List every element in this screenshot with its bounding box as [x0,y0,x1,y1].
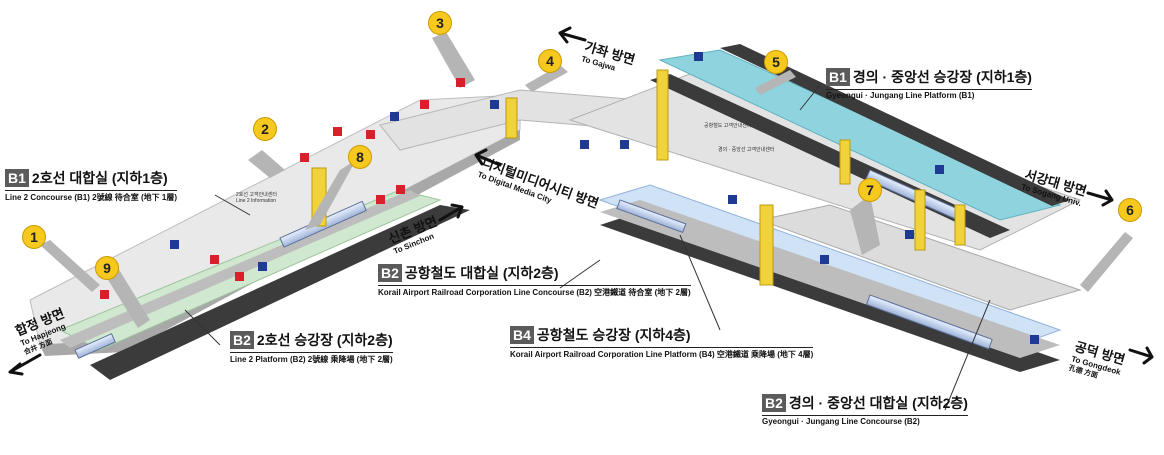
exit-number-1: 1 [22,225,46,249]
level-badge: B2 [762,394,786,412]
line2-info-note: 2호선 고객안내센터 Line 2 Information [236,191,277,204]
airport-train-2 [616,199,687,234]
exit1-stair [40,240,100,292]
elevator-shaft-4 [759,204,774,286]
label-gyeongui-concourse: B2 경의 · 중앙선 대합실 (지하2층) Gyeongui · Jungang… [762,393,968,426]
level-badge: B2 [230,331,254,349]
level-badge: B4 [510,326,534,344]
facility-icon [456,78,465,87]
arrow-right-icon [438,203,464,222]
facility-icon [170,240,179,249]
arrow-left-icon [558,26,587,44]
leader-line [679,234,721,331]
facility-icon [580,140,589,149]
label-subtitle: Korail Airport Railroad Corporation Line… [510,347,814,360]
leader-line [799,84,821,111]
level-badge: B1 [826,68,850,86]
exit-number-9: 9 [95,256,119,280]
label-title: 경의 · 중앙선 대합실 (지하2층) [788,395,968,411]
elevator-shaft-2 [505,97,518,139]
label-title: 공항철도 대합실 (지하2층) [404,265,559,281]
label-title: 경의 · 중앙선 승강장 (지하1층) [852,69,1032,85]
exit2-stair [248,150,285,178]
label-line2-concourse: B1 2호선 대합실 (지하1층) Line 2 Concourse (B1) 2… [5,168,178,203]
facility-icon [366,130,375,139]
exit3-stair [432,32,475,88]
gyeongui-info-note: 경의 · 중앙선 고객안내센터 [718,147,775,153]
exit9-stair [105,268,150,328]
gyeongui-track-dark-2 [720,44,1070,206]
airport-info-note: 공항철도 고객안내센터 [704,123,752,129]
exit-number-4: 4 [538,49,562,73]
facility-icon [1030,335,1039,344]
facility-icon [390,112,399,121]
leader-line [559,259,601,289]
elevator-shaft-6 [914,189,926,251]
exit-number-2: 2 [253,117,277,141]
line2-track-dark [90,205,470,380]
label-gyeongui-platform: B1 경의 · 중앙선 승강장 (지하1층) Gyeongui · Jungang… [826,67,1032,100]
arrow-left-icon [8,353,42,376]
facility-icon [935,165,944,174]
facility-icon [396,185,405,194]
exit4-stair [525,65,568,92]
facility-icon [905,230,914,239]
exit5-stair [755,70,796,95]
facility-icon [420,100,429,109]
airport-track-gray [600,200,1060,358]
label-title: 2호선 승강장 (지하2층) [256,332,393,348]
label-airport-platform: B4 공항철도 승강장 (지하4층) Korail Airport Railroa… [510,325,814,360]
exit-number-8: 8 [348,145,372,169]
line2-train-2 [74,333,116,359]
exit-number-3: 3 [428,11,452,35]
exit-number-6: 6 [1118,198,1142,222]
gyeongui-concourse-floor [758,204,1082,311]
leader-line [214,194,251,216]
facility-icon [694,52,703,61]
leader-line [944,299,991,411]
exit-number-5: 5 [764,50,788,74]
arrow-right-icon [1086,189,1114,207]
level-badge: B1 [5,169,29,187]
exit7-stair [850,195,880,255]
exit-number-7: 7 [858,178,882,202]
line2-track-light [60,190,420,348]
elevator-shaft-5 [839,139,851,185]
facility-icon [235,272,244,281]
facility-icon [333,127,342,136]
airport-train [865,294,993,350]
arrow-left-icon [474,148,502,167]
exit8-stair [305,160,356,230]
info-note-en: Line 2 Information [236,198,277,204]
facility-icons [100,52,1039,344]
label-title: 2호선 대합실 (지하1층) [31,170,168,186]
label-title: 공항철도 승강장 (지하4층) [536,327,691,343]
facility-icon [258,262,267,271]
info-note-ko: 2호선 고객안내센터 [236,192,277,198]
facility-icon [490,100,499,109]
label-airport-concourse: B2 공항철도 대합실 (지하2층) Korail Airport Railroa… [378,263,691,298]
label-line2-platform: B2 2호선 승강장 (지하2층) Line 2 Platform (B2) 2號… [230,330,393,365]
level-badge: B2 [378,264,402,282]
label-subtitle: Line 2 Platform (B2) 2號線 乘降場 (地下 2層) [230,352,393,365]
label-subtitle: Gyeongui · Jungang Line Concourse (B2) [762,415,968,426]
label-subtitle: Korail Airport Railroad Corporation Line… [378,285,691,298]
elevator-shaft-7 [954,204,966,246]
facility-icon [620,140,629,149]
facility-icon [210,255,219,264]
facility-icon [728,195,737,204]
facility-icon [100,290,109,299]
facility-icon [820,255,829,264]
elevator-shaft-3 [656,69,669,161]
facility-icon [376,195,385,204]
leader-line [184,309,221,346]
arrow-right-icon [1128,346,1154,365]
label-subtitle: Gyeongui · Jungang Line Platform (B1) [826,89,1032,100]
exit6-stair [1080,232,1133,292]
label-subtitle: Line 2 Concourse (B1) 2號線 待合室 (地下 1層) [5,190,178,203]
facility-icon [300,153,309,162]
